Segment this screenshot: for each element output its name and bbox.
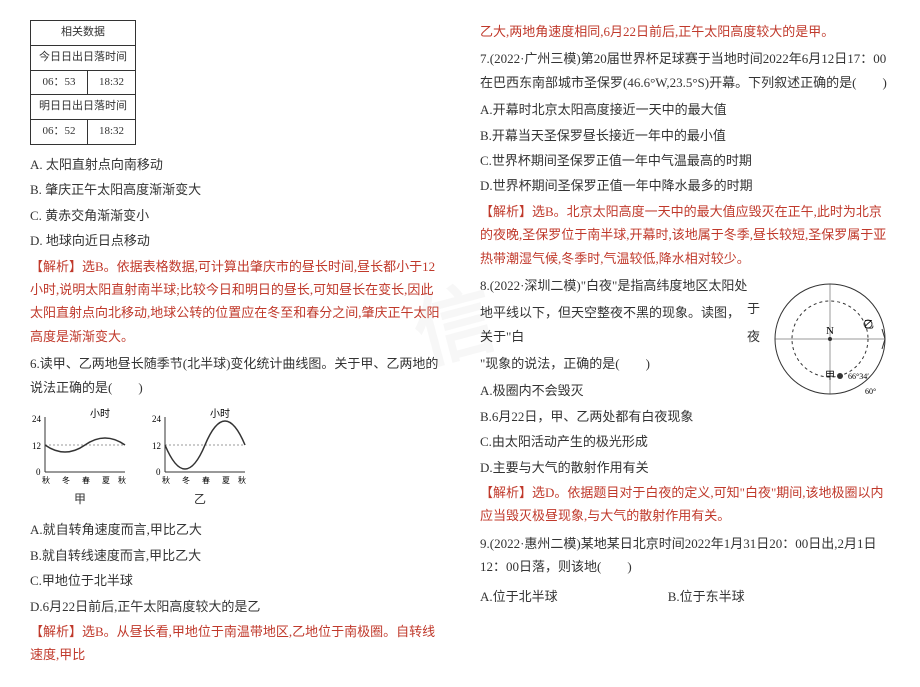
x-label: 冬 (62, 475, 70, 485)
tick-24: 24 (152, 414, 162, 424)
table-cell: 06：53 (31, 70, 88, 95)
q8-t4: 夜 (747, 325, 760, 348)
q9-text: 9.(2022·惠州二模)某地某日北京时间2022年1月31日20：00日出,2… (480, 532, 890, 579)
option-b: B. 肇庆正午太阳高度渐渐变大 (30, 178, 440, 201)
page-container: 相关数据 今日日出日落时间 06：53 18:32 明日日出日落时间 06：52… (0, 0, 920, 687)
yi-label: 乙 (194, 489, 206, 511)
chart-yi: 小时 24 12 0 秋 冬 春 夏 秋 乙 (150, 407, 250, 511)
data-table: 相关数据 今日日出日落时间 06：53 18:32 明日日出日落时间 06：52… (30, 20, 136, 145)
parse-8: 【解析】选D。依据题目对于白夜的定义,可知"白夜"期间,该地极圈以内应当毁灭极昼… (480, 481, 890, 528)
option-9b: B.位于东半球 (668, 585, 853, 608)
options-9-row: A.位于北半球 B.位于东半球 (480, 583, 890, 610)
tick-12: 12 (152, 441, 161, 451)
option-7a: A.开幕时北京太阳高度接近一天中的最大值 (480, 98, 890, 121)
parse-6: 【解析】选B。从昼长看,甲地位于南温带地区,乙地位于南极圈。自转线速度,甲比 (30, 620, 440, 667)
option-6d: D.6月22日前后,正午太阳高度较大的是乙 (30, 595, 440, 618)
jia-label: 甲 (825, 371, 835, 382)
table-header: 相关数据 (31, 21, 136, 46)
tick-24: 24 (32, 414, 42, 424)
option-7d: D.世界杯期间圣保罗正值一年中降水最多的时期 (480, 174, 890, 197)
option-a: A. 太阳直射点向南移动 (30, 153, 440, 176)
table-cell: 06：52 (31, 120, 88, 145)
q8-t3: 地平线以下，但天空整夜不黑的现象。读图，关于"白 (480, 305, 740, 343)
x-label: 秋 (238, 475, 246, 485)
x-label: 秋 (118, 475, 126, 485)
n-label: N (826, 325, 834, 337)
option-7b: B.开幕当天圣保罗昼长接近一年中的最小值 (480, 124, 890, 147)
x-label: 秋 (42, 475, 50, 485)
parse-7: 【解析】选B。北京太阳高度一天中的最大值应毁灭在正午,此时为北京的夜晚,圣保罗位… (480, 200, 890, 270)
lat2: 60° (865, 387, 876, 396)
chart-row: 小时 24 12 0 秋 冬 春 夏 秋 甲 小时 (30, 407, 440, 511)
chart-jia: 小时 24 12 0 秋 冬 春 夏 秋 甲 (30, 407, 130, 511)
tick-12: 12 (32, 441, 41, 451)
option-8b: B.6月22日，甲、乙两处都有白夜现象 (480, 405, 890, 428)
option-6b: B.就自转线速度而言,甲比乙大 (30, 544, 440, 567)
lat1: 66°34′ (848, 372, 869, 381)
y-label: 小时 (90, 408, 110, 420)
y-label: 小时 (210, 408, 230, 420)
q8-t2: 于 (747, 297, 760, 320)
q8-t1: 8.(2022·深圳二模)"白夜"是指高纬度地区太阳处 (480, 278, 747, 293)
option-9a: A.位于北半球 (480, 585, 665, 608)
option-8d: D.主要与大气的散射作用有关 (480, 456, 890, 479)
x-label: 春 (82, 475, 90, 485)
table-row1: 今日日出日落时间 (31, 45, 136, 70)
x-label: 夏 (102, 476, 110, 485)
jia-label: 甲 (74, 489, 86, 511)
table-row3: 明日日出日落时间 (31, 95, 136, 120)
q7-text: 7.(2022·广州三模)第20届世界杯足球赛于当地时间2022年6月12日17… (480, 47, 890, 94)
x-label: 秋 (162, 475, 170, 485)
parse-6-cont: 乙大,两地角速度相同,6月22日前后,正午太阳高度较大的是甲。 (480, 20, 890, 43)
table-cell: 18:32 (88, 70, 136, 95)
table-cell: 18:32 (88, 120, 136, 145)
chart-yi-svg: 小时 24 12 0 秋 冬 春 夏 秋 (150, 407, 250, 487)
right-column: 乙大,两地角速度相同,6月22日前后,正午太阳高度较大的是甲。 7.(2022·… (480, 20, 890, 667)
q6-text: 6.读甲、乙两地昼长随季节(北半球)变化统计曲线图。关于甲、乙两地的说法正确的是… (30, 352, 440, 399)
z-label: 乙 (864, 319, 874, 331)
option-6a: A.就自转角速度而言,甲比乙大 (30, 518, 440, 541)
option-6c: C.甲地位于北半球 (30, 569, 440, 592)
left-column: 相关数据 今日日出日落时间 06：53 18:32 明日日出日落时间 06：52… (30, 20, 440, 667)
q8-block: N 乙 甲 66°34′ 60° 8.(2022·深圳二模)"白夜"是指高纬度地… (480, 274, 890, 481)
x-label: 冬 (182, 475, 190, 485)
polar-diagram: N 乙 甲 66°34′ 60° (770, 279, 890, 399)
chart-jia-svg: 小时 24 12 0 秋 冬 春 夏 秋 (30, 407, 130, 487)
x-label: 夏 (222, 476, 230, 485)
tick-0: 0 (156, 467, 161, 477)
option-7c: C.世界杯期间圣保罗正值一年中气温最高的时期 (480, 149, 890, 172)
option-c: C. 黄赤交角渐渐变小 (30, 204, 440, 227)
x-label: 春 (202, 475, 210, 485)
parse-1: 【解析】选B。依据表格数据,可计算出肇庆市的昼长时间,昼长都小于12小时,说明太… (30, 255, 440, 349)
option-8c: C.由太阳活动产生的极光形成 (480, 430, 890, 453)
option-d: D. 地球向近日点移动 (30, 229, 440, 252)
tick-0: 0 (36, 467, 41, 477)
